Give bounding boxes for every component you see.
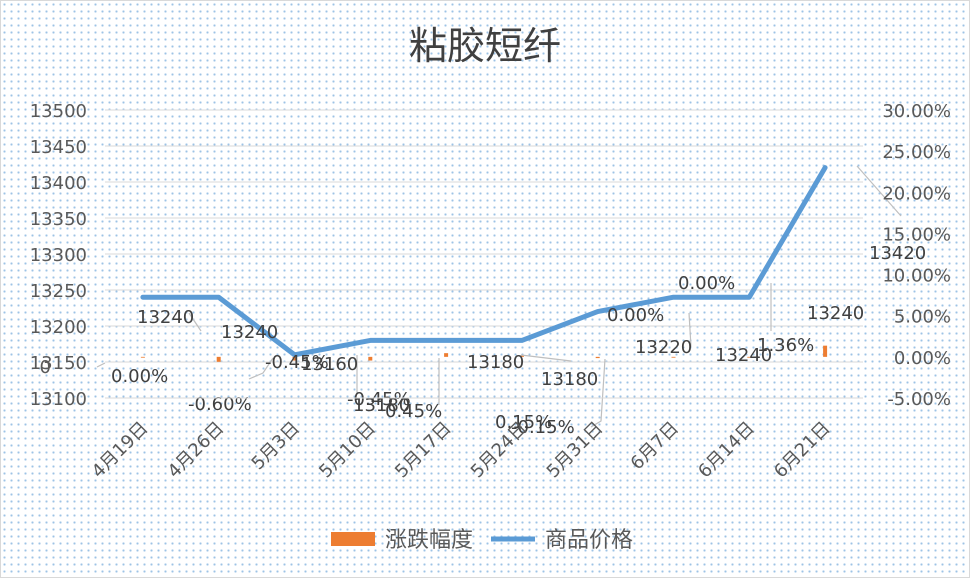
- leader-line: [248, 357, 274, 380]
- legend-swatch-bar: [331, 532, 375, 546]
- bar-data-label: 0.00%: [111, 366, 168, 387]
- line-series: [140, 165, 828, 358]
- line-data-label: 13240: [137, 307, 194, 328]
- legend: 涨跌幅度 商品价格: [331, 528, 633, 553]
- x-tick-label: 5月17日: [391, 418, 456, 483]
- y-right-tick-label: 0.00%: [894, 348, 951, 369]
- line-data-label: 13160: [301, 354, 358, 375]
- bar: [747, 356, 752, 358]
- bar: [140, 356, 145, 358]
- line-data-label: 13220: [635, 337, 692, 358]
- y-right-tick-label: 25.00%: [882, 142, 951, 163]
- leader-line: [96, 362, 106, 368]
- bar: [292, 356, 297, 361]
- bar-data-label: -0.15%: [511, 417, 575, 438]
- data-labels: 0.00%-0.60%-0.45%-0.45%0.45%0.15%-0.15%0…: [111, 243, 926, 438]
- bar-data-label: -0.45%: [265, 352, 329, 373]
- y-left-tick-label: 13100: [30, 389, 87, 410]
- line-data-label: 13420: [869, 243, 926, 264]
- y-right-tick-label: 15.00%: [882, 224, 951, 245]
- x-tick-label: 4月19日: [88, 418, 153, 483]
- y-left-tick-label: 13150: [30, 353, 87, 374]
- axes: 13500 13450 13400 13350 13300 13250 13200 13150…: [30, 101, 951, 482]
- y-right-tick-label: 10.00%: [882, 266, 951, 287]
- bar: [671, 356, 676, 358]
- bar: [823, 345, 828, 357]
- bar: [519, 355, 524, 357]
- leader-line: [520, 354, 572, 362]
- bar: [595, 356, 600, 359]
- leader-lines: [96, 165, 902, 428]
- x-tick-label: 6月7日: [627, 418, 684, 475]
- leader-line: [688, 312, 692, 348]
- legend-label-bar: 涨跌幅度: [385, 528, 473, 553]
- leader-line: [856, 165, 902, 217]
- price-line: [140, 165, 828, 358]
- bar-data-label: -0.45%: [347, 389, 411, 410]
- bars: [140, 345, 828, 362]
- bar-data-label: 0.00%: [607, 305, 664, 326]
- line-data-label: 13180: [541, 369, 598, 390]
- bar-data-label: 1.36%: [757, 335, 814, 356]
- y-left-tick-label: 13450: [30, 137, 87, 158]
- bar-data-label: 0.45%: [385, 401, 442, 422]
- y-right-tick-label: 5.00%: [894, 307, 951, 328]
- y-left-tick-label: 13500: [30, 101, 87, 122]
- y-right-tick-label: -5.00%: [887, 389, 951, 410]
- x-tick-label: 6月21日: [770, 418, 835, 483]
- legend-label-line: 商品价格: [545, 528, 633, 553]
- y-left-tick-label: 13350: [30, 209, 87, 230]
- line-data-label: 13240: [807, 303, 864, 324]
- y-left-tick-label: 13250: [30, 281, 87, 302]
- y-left-extra-label: 0: [40, 357, 51, 378]
- bar: [368, 356, 373, 361]
- bar-data-label: -0.60%: [188, 394, 252, 415]
- bar: [216, 356, 221, 362]
- x-tick-label: 4月26日: [164, 418, 229, 483]
- y-right-tick-label: 30.00%: [882, 101, 951, 122]
- bar-data-label: 0.00%: [678, 273, 735, 294]
- leader-line: [188, 312, 202, 332]
- y-left-tick-label: 13400: [30, 173, 87, 194]
- x-tick-label: 6月14日: [694, 418, 759, 483]
- y-left-tick-label: 13300: [30, 245, 87, 266]
- bar: [444, 353, 449, 357]
- y-right-tick-label: 20.00%: [882, 183, 951, 204]
- x-tick-label: 5月3日: [248, 418, 305, 475]
- line-data-label: 13240: [221, 322, 278, 343]
- chart-title: 粘胶短纤: [409, 24, 561, 68]
- leader-line: [590, 358, 606, 428]
- x-tick-label: 5月10日: [315, 418, 380, 483]
- line-data-label: 13240: [715, 345, 772, 366]
- line-data-label: 13180: [467, 352, 524, 373]
- y-left-tick-label: 13200: [30, 317, 87, 338]
- bar-data-label: 0.15%: [495, 412, 552, 433]
- line-data-label: 13180: [353, 395, 410, 416]
